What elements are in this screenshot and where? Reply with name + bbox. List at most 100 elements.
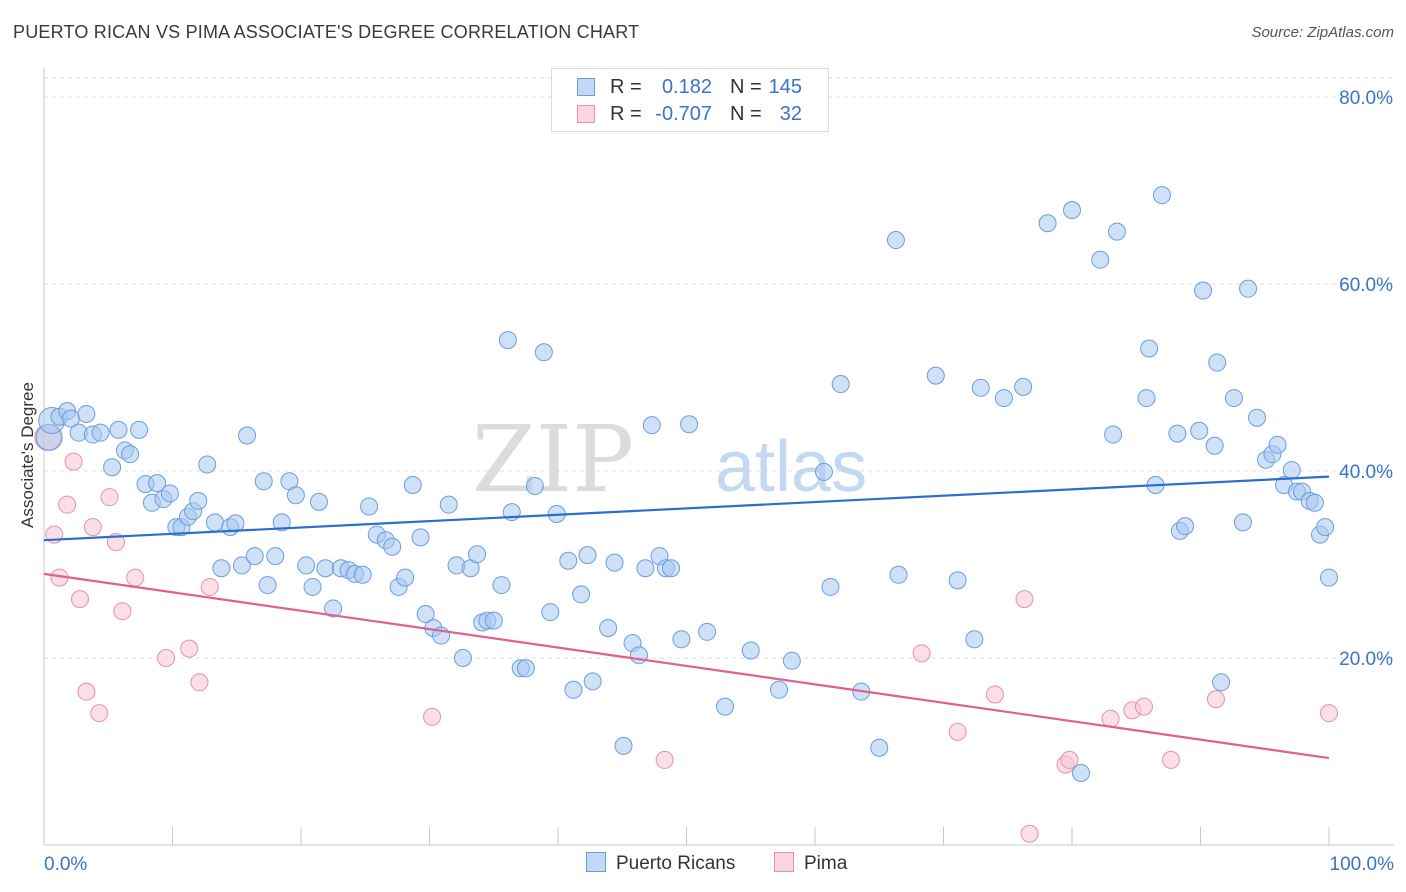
puerto-rican-point [316, 559, 335, 578]
puerto-rican-point [1205, 436, 1224, 455]
puerto-rican-point [91, 423, 110, 442]
pima-point [70, 590, 89, 609]
puerto-rican-point [599, 619, 618, 638]
puerto-rican-point [1316, 518, 1335, 537]
puerto-rican-point [266, 547, 285, 566]
puerto-rican-point [205, 513, 224, 532]
puerto-rican-point [1248, 408, 1267, 427]
puerto-rican-point [534, 343, 553, 362]
legend-n-label: N = [730, 76, 762, 98]
puerto-rican-point [1104, 425, 1123, 444]
bottom-legend-puerto-ricans: Puerto Ricans [586, 852, 735, 875]
pima-point [423, 707, 442, 726]
puerto-rican-point [1091, 250, 1110, 269]
pima-point [157, 649, 176, 667]
tick-labels: 20.0% 40.0% 60.0% 80.0% 0.0% 100.0% [44, 88, 1394, 875]
puerto-rican-point [1208, 353, 1227, 372]
pima-point [90, 704, 109, 723]
x-tick-label: 100.0% [1330, 854, 1395, 875]
legend-row-pima: R = -0.707 N = 32 [552, 101, 828, 127]
puerto-rican-point [1224, 389, 1243, 408]
bottom-legend-swatch-blue [586, 852, 606, 872]
watermark: ZIP atlas [472, 406, 867, 513]
puerto-rican-point [525, 476, 544, 495]
legend-n-label: N = [730, 103, 762, 125]
puerto-rican-point [103, 458, 122, 477]
puerto-rican-point [245, 547, 264, 566]
puerto-rican-point [1233, 513, 1252, 532]
pima-point [126, 568, 145, 587]
puerto-rican-point [672, 630, 691, 649]
y-tick-label: 20.0% [1339, 649, 1393, 670]
correlation-legend: R = 0.182 N = 145 R = -0.707 N = 32 [551, 68, 829, 132]
puerto-rican-point [629, 646, 648, 665]
watermark-atlas: atlas [715, 427, 867, 507]
puerto-rican-point [642, 416, 661, 435]
puerto-rican-trend-line [43, 475, 1330, 542]
pima-point [113, 602, 132, 621]
puerto-rican-point [564, 680, 583, 699]
puerto-rican-point [286, 486, 305, 505]
puerto-rican-point [583, 672, 602, 691]
puerto-rican-point [1071, 764, 1090, 783]
puerto-rican-point [870, 738, 889, 757]
puerto-rican-point [698, 622, 717, 641]
pima-point [83, 518, 102, 537]
bottom-legend-label-pima: Pima [804, 853, 848, 874]
legend-n-value: 32 [779, 103, 802, 125]
puerto-rican-point [572, 585, 591, 604]
puerto-rican-point [498, 331, 517, 350]
legend-swatch-pink [577, 105, 595, 123]
puerto-rican-point [439, 495, 458, 514]
pima-point [180, 639, 199, 658]
pima-point [1134, 697, 1153, 716]
puerto-rican-point [492, 576, 511, 595]
pima-point [200, 577, 219, 596]
pima-point [1101, 709, 1120, 728]
bottom-legend-pima: Pima [774, 852, 847, 875]
puerto-rican-point [1063, 201, 1081, 220]
bottom-legend-label-puerto-ricans: Puerto Ricans [616, 853, 736, 874]
y-tick-label: 80.0% [1339, 88, 1393, 109]
puerto-rican-point [1190, 421, 1209, 440]
source-label: Source: ZipAtlas.com [1251, 24, 1394, 41]
puerto-rican-point [821, 577, 840, 596]
puerto-rican-point [831, 375, 850, 394]
puerto-rican-point [1140, 339, 1159, 358]
pima-point [100, 488, 119, 507]
puerto-rican-point [226, 514, 245, 533]
puerto-rican-point [636, 559, 655, 578]
puerto-rican-point [814, 462, 833, 481]
puerto-rican-point [396, 568, 415, 587]
pima-point [190, 673, 209, 692]
puerto-rican-point [994, 389, 1013, 408]
puerto-rican-point [484, 611, 503, 630]
puerto-rican-point [741, 641, 760, 660]
y-tick-label: 40.0% [1339, 462, 1393, 483]
pima-point [58, 495, 77, 514]
legend-n-value: 145 [768, 76, 802, 98]
puerto-rican-point [886, 231, 905, 250]
puerto-rican-point [1107, 222, 1126, 241]
puerto-rican-point [1194, 281, 1213, 300]
puerto-rican-point [360, 497, 379, 516]
puerto-rican-point [770, 680, 789, 699]
legend-r-value: -0.707 [655, 103, 712, 125]
puerto-rican-point [232, 556, 251, 575]
puerto-rican-point [971, 378, 990, 397]
puerto-rican-point [383, 537, 402, 556]
pima-point [912, 644, 931, 663]
puerto-rican-point [605, 553, 624, 572]
pima-point [1206, 690, 1225, 709]
puerto-rican-point [578, 546, 597, 565]
puerto-rican-point [889, 565, 908, 584]
puerto-rican-point [1212, 673, 1231, 692]
puerto-rican-point [1268, 435, 1287, 454]
puerto-rican-point [189, 491, 208, 510]
puerto-rican-point [948, 571, 967, 590]
pima-point [985, 685, 1004, 704]
puerto-rican-point [416, 605, 435, 624]
puerto-rican-point [109, 420, 128, 439]
puerto-rican-point [716, 697, 735, 716]
